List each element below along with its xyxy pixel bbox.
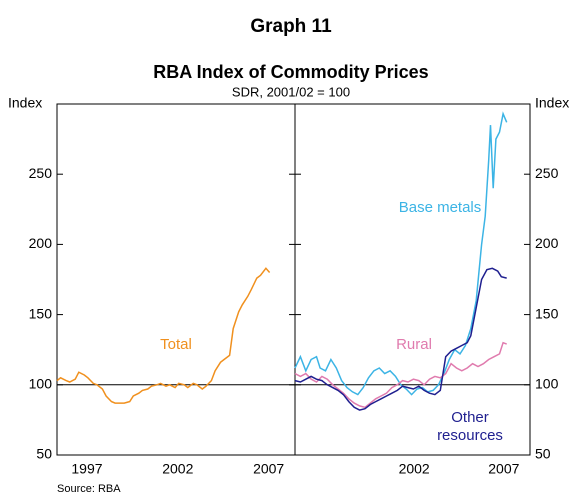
y-tick-label: 50 xyxy=(535,446,551,462)
y-axis-label: Index xyxy=(535,95,569,111)
y-tick-label: 100 xyxy=(29,376,53,392)
y-tick-label: 150 xyxy=(29,305,53,321)
chart-title: Graph 11 xyxy=(250,16,332,37)
series-label: Total xyxy=(160,336,192,353)
series-label: Other resources xyxy=(437,409,503,444)
y-tick-label: 150 xyxy=(535,305,559,321)
chart-note: SDR, 2001/02 = 100 xyxy=(232,84,350,99)
series-line xyxy=(56,267,271,404)
source: Source: RBA xyxy=(57,483,121,495)
series-label: Rural xyxy=(396,336,432,353)
y-tick-label: 250 xyxy=(535,165,559,181)
series-label: Base metals xyxy=(398,199,482,216)
chart-subtitle: RBA Index of Commodity Prices xyxy=(153,62,428,82)
y-axis-label: Index xyxy=(8,95,42,111)
y-tick-label: 100 xyxy=(535,376,559,392)
y-tick-label: 250 xyxy=(29,165,53,181)
x-tick-label: 1997 xyxy=(71,461,102,477)
series-line xyxy=(294,111,508,396)
y-tick-label: 50 xyxy=(36,446,52,462)
x-tick-label: 2002 xyxy=(162,461,193,477)
x-tick-label: 2007 xyxy=(253,461,284,477)
y-tick-label: 200 xyxy=(29,235,53,251)
series-line xyxy=(294,267,507,411)
x-tick-label: 2002 xyxy=(399,461,430,477)
series-line xyxy=(294,341,507,409)
x-tick-label: 2007 xyxy=(488,461,519,477)
y-tick-label: 200 xyxy=(535,235,559,251)
